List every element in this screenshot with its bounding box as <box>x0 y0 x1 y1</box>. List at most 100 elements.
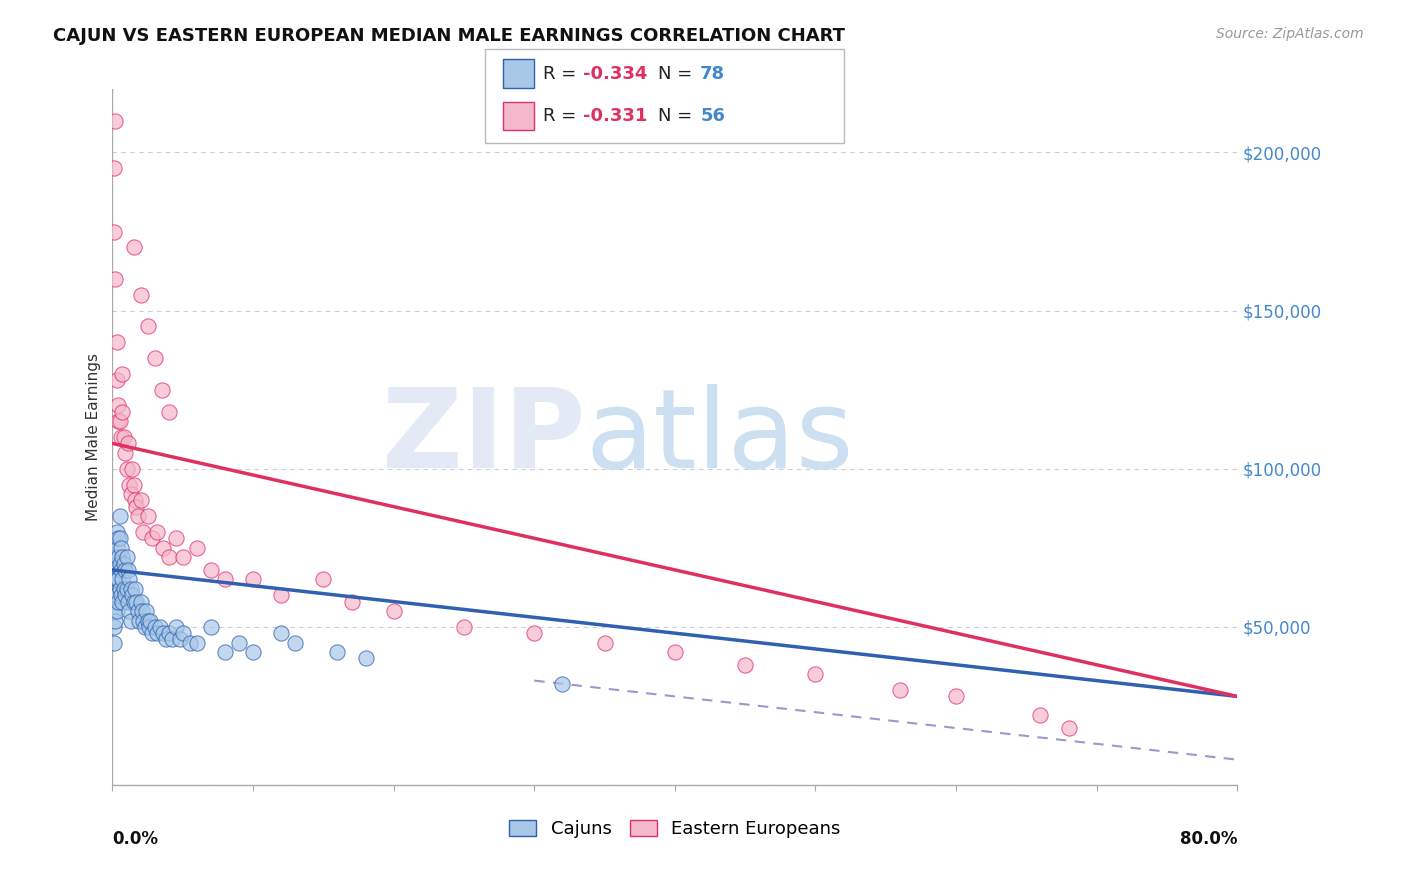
Point <box>150 383 173 397</box>
Point <box>453 620 475 634</box>
Point <box>120 582 142 596</box>
Point <box>1057 721 1080 735</box>
Point <box>157 405 180 419</box>
Point <box>114 588 136 602</box>
Point <box>155 632 177 647</box>
Text: Source: ZipAtlas.com: Source: ZipAtlas.com <box>1216 27 1364 41</box>
Point <box>129 594 152 608</box>
Point <box>214 573 236 587</box>
Point <box>103 582 125 596</box>
Y-axis label: Median Male Earnings: Median Male Earnings <box>86 353 101 521</box>
Point <box>136 614 159 628</box>
Point <box>734 657 756 672</box>
Point <box>122 240 145 254</box>
Point <box>105 557 128 571</box>
Text: CAJUN VS EASTERN EUROPEAN MEDIAN MALE EARNINGS CORRELATION CHART: CAJUN VS EASTERN EUROPEAN MEDIAN MALE EA… <box>53 27 845 45</box>
Point <box>152 541 174 555</box>
Point <box>105 573 128 587</box>
Point <box>111 573 134 587</box>
Point <box>134 620 156 634</box>
Point <box>165 531 187 545</box>
Point <box>110 430 132 444</box>
Point <box>108 531 131 545</box>
Point <box>108 582 131 596</box>
Point <box>122 594 145 608</box>
Point <box>105 541 128 555</box>
Point <box>146 524 169 539</box>
Point <box>124 493 146 508</box>
Point <box>107 594 129 608</box>
Point <box>1029 708 1052 723</box>
Point <box>104 113 127 128</box>
Point <box>118 477 141 491</box>
Point <box>105 588 128 602</box>
Point <box>131 604 153 618</box>
Point <box>103 604 125 618</box>
Point <box>107 573 129 587</box>
Point <box>125 500 148 514</box>
Point <box>107 550 129 565</box>
Point <box>129 287 152 301</box>
Point <box>115 550 138 565</box>
Point <box>104 614 127 628</box>
Point <box>136 319 159 334</box>
Point <box>107 531 129 545</box>
Point <box>122 477 145 491</box>
Point <box>121 588 143 602</box>
Point <box>125 594 148 608</box>
Point <box>111 594 134 608</box>
Point <box>117 563 139 577</box>
Text: -0.331: -0.331 <box>583 107 648 125</box>
Point <box>157 626 180 640</box>
Point <box>152 626 174 640</box>
Point <box>160 632 183 647</box>
Point <box>124 582 146 596</box>
Point <box>128 614 150 628</box>
Point <box>107 399 129 413</box>
Text: N =: N = <box>658 107 697 125</box>
Point <box>104 573 127 587</box>
Point <box>945 690 967 704</box>
Point <box>157 550 180 565</box>
Point <box>141 626 163 640</box>
Point <box>165 620 187 634</box>
Point <box>149 620 172 634</box>
Point <box>108 509 131 524</box>
Point <box>593 635 616 649</box>
Point <box>108 557 131 571</box>
Point <box>146 626 169 640</box>
Point <box>115 461 138 475</box>
Point <box>112 557 135 571</box>
Point <box>242 645 264 659</box>
Point <box>523 626 546 640</box>
Point <box>804 667 827 681</box>
Point <box>664 645 686 659</box>
Point <box>354 651 377 665</box>
Point <box>382 604 405 618</box>
Point <box>889 683 911 698</box>
Text: 56: 56 <box>700 107 725 125</box>
Point <box>214 645 236 659</box>
Point <box>112 582 135 596</box>
Point <box>200 563 222 577</box>
Point <box>143 620 166 634</box>
Text: 80.0%: 80.0% <box>1180 830 1237 848</box>
Point <box>103 594 125 608</box>
Point <box>138 620 160 634</box>
Text: ZIP: ZIP <box>381 384 585 491</box>
Point <box>135 604 157 618</box>
Point <box>117 436 139 450</box>
Text: atlas: atlas <box>585 384 853 491</box>
Point <box>105 524 128 539</box>
Point <box>108 414 131 428</box>
Point <box>105 373 128 387</box>
Point <box>551 677 574 691</box>
Point <box>103 161 125 176</box>
Point <box>270 626 292 640</box>
Point <box>127 604 149 618</box>
Point <box>132 614 155 628</box>
Point <box>115 582 138 596</box>
Point <box>127 509 149 524</box>
Point <box>114 563 136 577</box>
Point <box>103 225 125 239</box>
